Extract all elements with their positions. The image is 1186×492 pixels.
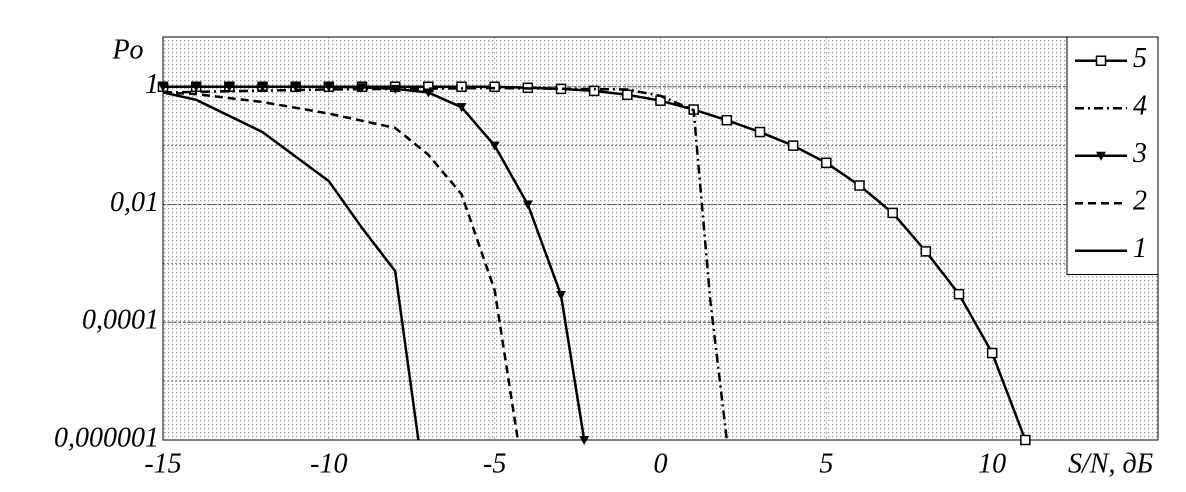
marker xyxy=(522,200,533,210)
legend-label: 2 xyxy=(1133,186,1147,217)
x-tick-label: -5 xyxy=(483,448,506,479)
marker xyxy=(323,82,334,92)
marker xyxy=(390,84,401,94)
marker xyxy=(1020,434,1031,446)
marker xyxy=(821,157,832,169)
marker xyxy=(579,436,590,445)
legend-label: 5 xyxy=(1133,43,1147,74)
marker xyxy=(456,81,467,93)
marker xyxy=(887,207,898,219)
marker xyxy=(224,82,235,92)
marker xyxy=(191,82,202,92)
marker xyxy=(423,88,434,98)
y-tick-label: 0,0001 xyxy=(82,305,159,336)
marker xyxy=(787,140,799,151)
y-tick-label: 0,01 xyxy=(110,187,159,218)
x-tick-label: 5 xyxy=(819,448,833,479)
marker xyxy=(920,246,932,257)
y-tick-label: 0,000001 xyxy=(54,422,159,453)
series-line xyxy=(162,91,520,441)
x-tick-label: 0 xyxy=(654,448,668,479)
series-line xyxy=(162,86,729,441)
marker xyxy=(854,180,865,191)
marker xyxy=(489,81,500,93)
legend-label: 1 xyxy=(1133,233,1147,264)
series-line xyxy=(162,91,420,441)
marker xyxy=(257,82,268,92)
marker xyxy=(456,103,467,113)
marker xyxy=(588,85,600,97)
y-tick-label: 1 xyxy=(145,69,159,100)
marker xyxy=(556,291,566,301)
y-axis-label: Po xyxy=(111,34,143,65)
marker xyxy=(721,114,733,126)
marker xyxy=(290,82,301,92)
marker xyxy=(622,89,633,101)
legend-label: 4 xyxy=(1133,91,1147,122)
marker xyxy=(1095,55,1107,66)
x-axis-label: S/N, дБ xyxy=(1068,448,1153,479)
x-tick-label: -15 xyxy=(144,448,181,479)
marker xyxy=(986,347,998,359)
marker xyxy=(953,288,965,300)
marker xyxy=(1096,151,1106,161)
marker xyxy=(489,141,500,151)
marker xyxy=(158,82,168,92)
marker xyxy=(357,83,367,93)
legend-label: 3 xyxy=(1132,138,1147,169)
marker xyxy=(754,126,766,138)
series-line xyxy=(163,85,586,441)
x-tick-label: 10 xyxy=(978,448,1006,479)
x-tick-label: -10 xyxy=(310,448,347,479)
